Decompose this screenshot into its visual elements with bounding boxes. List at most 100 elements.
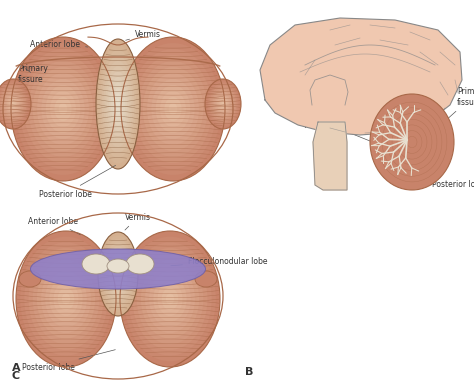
Ellipse shape bbox=[96, 39, 140, 169]
Ellipse shape bbox=[164, 97, 182, 121]
Ellipse shape bbox=[54, 282, 79, 316]
Ellipse shape bbox=[120, 231, 220, 367]
Ellipse shape bbox=[153, 276, 187, 322]
Ellipse shape bbox=[19, 49, 106, 169]
Ellipse shape bbox=[33, 67, 93, 151]
Ellipse shape bbox=[160, 91, 186, 127]
Text: Anterior lobe: Anterior lobe bbox=[30, 40, 88, 49]
Ellipse shape bbox=[98, 44, 138, 164]
Ellipse shape bbox=[216, 94, 230, 114]
Ellipse shape bbox=[115, 267, 121, 281]
Ellipse shape bbox=[149, 271, 191, 327]
Ellipse shape bbox=[46, 85, 80, 133]
Ellipse shape bbox=[62, 293, 70, 305]
Ellipse shape bbox=[59, 103, 67, 115]
Ellipse shape bbox=[124, 237, 216, 361]
Ellipse shape bbox=[101, 239, 135, 309]
Ellipse shape bbox=[151, 79, 195, 139]
Ellipse shape bbox=[103, 242, 133, 305]
Ellipse shape bbox=[110, 82, 125, 126]
Text: Primary
fissure: Primary fissure bbox=[18, 64, 48, 84]
Text: Posterior lobe: Posterior lobe bbox=[38, 165, 116, 198]
Ellipse shape bbox=[210, 85, 237, 123]
Polygon shape bbox=[313, 122, 347, 190]
Ellipse shape bbox=[107, 72, 129, 137]
Ellipse shape bbox=[11, 102, 15, 106]
Ellipse shape bbox=[0, 83, 28, 125]
Ellipse shape bbox=[37, 259, 95, 339]
Text: Vermis: Vermis bbox=[126, 30, 161, 40]
Ellipse shape bbox=[106, 249, 130, 298]
Ellipse shape bbox=[50, 91, 76, 127]
Ellipse shape bbox=[107, 259, 129, 273]
Ellipse shape bbox=[49, 276, 82, 322]
Ellipse shape bbox=[125, 43, 221, 175]
Ellipse shape bbox=[41, 79, 85, 139]
Text: Anterior lobe: Anterior lobe bbox=[305, 121, 377, 144]
Ellipse shape bbox=[28, 61, 98, 157]
Ellipse shape bbox=[4, 91, 22, 116]
Ellipse shape bbox=[221, 102, 225, 106]
Ellipse shape bbox=[41, 265, 91, 333]
Ellipse shape bbox=[137, 254, 203, 344]
Ellipse shape bbox=[370, 94, 454, 190]
Ellipse shape bbox=[109, 256, 127, 291]
Ellipse shape bbox=[147, 73, 199, 145]
Ellipse shape bbox=[105, 246, 131, 302]
Ellipse shape bbox=[0, 79, 31, 129]
Ellipse shape bbox=[0, 85, 27, 123]
Ellipse shape bbox=[126, 254, 154, 274]
Ellipse shape bbox=[9, 98, 18, 110]
Ellipse shape bbox=[16, 231, 116, 367]
Ellipse shape bbox=[98, 232, 138, 316]
Ellipse shape bbox=[211, 88, 235, 121]
Ellipse shape bbox=[133, 248, 208, 350]
Ellipse shape bbox=[103, 61, 133, 147]
Ellipse shape bbox=[217, 96, 229, 112]
Ellipse shape bbox=[116, 98, 120, 109]
Ellipse shape bbox=[111, 260, 125, 288]
Ellipse shape bbox=[134, 55, 212, 163]
Text: Posterior lobe: Posterior lobe bbox=[419, 168, 474, 189]
Ellipse shape bbox=[6, 94, 20, 114]
Ellipse shape bbox=[11, 37, 115, 181]
Ellipse shape bbox=[130, 49, 216, 169]
Ellipse shape bbox=[114, 93, 122, 115]
Text: Posterior lobe: Posterior lobe bbox=[21, 350, 115, 371]
Text: Anterior lobe: Anterior lobe bbox=[28, 217, 81, 235]
Ellipse shape bbox=[33, 254, 100, 344]
Ellipse shape bbox=[113, 263, 123, 284]
Ellipse shape bbox=[207, 81, 239, 127]
Ellipse shape bbox=[212, 89, 234, 119]
Text: C: C bbox=[12, 371, 20, 381]
Ellipse shape bbox=[219, 98, 228, 110]
Text: Flocculonodular lobe: Flocculonodular lobe bbox=[171, 256, 267, 266]
Ellipse shape bbox=[100, 50, 137, 158]
Ellipse shape bbox=[0, 81, 29, 127]
Ellipse shape bbox=[7, 96, 19, 112]
Ellipse shape bbox=[214, 91, 232, 116]
Ellipse shape bbox=[10, 100, 16, 108]
Polygon shape bbox=[260, 18, 462, 135]
Ellipse shape bbox=[141, 259, 199, 339]
Ellipse shape bbox=[82, 254, 110, 274]
Text: Primary
fissure: Primary fissure bbox=[446, 87, 474, 120]
Ellipse shape bbox=[169, 103, 177, 115]
Ellipse shape bbox=[15, 43, 110, 175]
Ellipse shape bbox=[45, 271, 87, 327]
Ellipse shape bbox=[28, 248, 103, 350]
Ellipse shape bbox=[1, 88, 25, 121]
Ellipse shape bbox=[157, 282, 182, 316]
Ellipse shape bbox=[108, 253, 128, 295]
Ellipse shape bbox=[101, 55, 135, 153]
Ellipse shape bbox=[105, 66, 131, 142]
Ellipse shape bbox=[145, 265, 195, 333]
Ellipse shape bbox=[2, 89, 24, 119]
Ellipse shape bbox=[100, 235, 137, 312]
Ellipse shape bbox=[138, 61, 208, 157]
Ellipse shape bbox=[30, 249, 206, 289]
Ellipse shape bbox=[155, 85, 191, 133]
Ellipse shape bbox=[128, 242, 212, 356]
Ellipse shape bbox=[162, 288, 178, 310]
Ellipse shape bbox=[109, 77, 127, 131]
